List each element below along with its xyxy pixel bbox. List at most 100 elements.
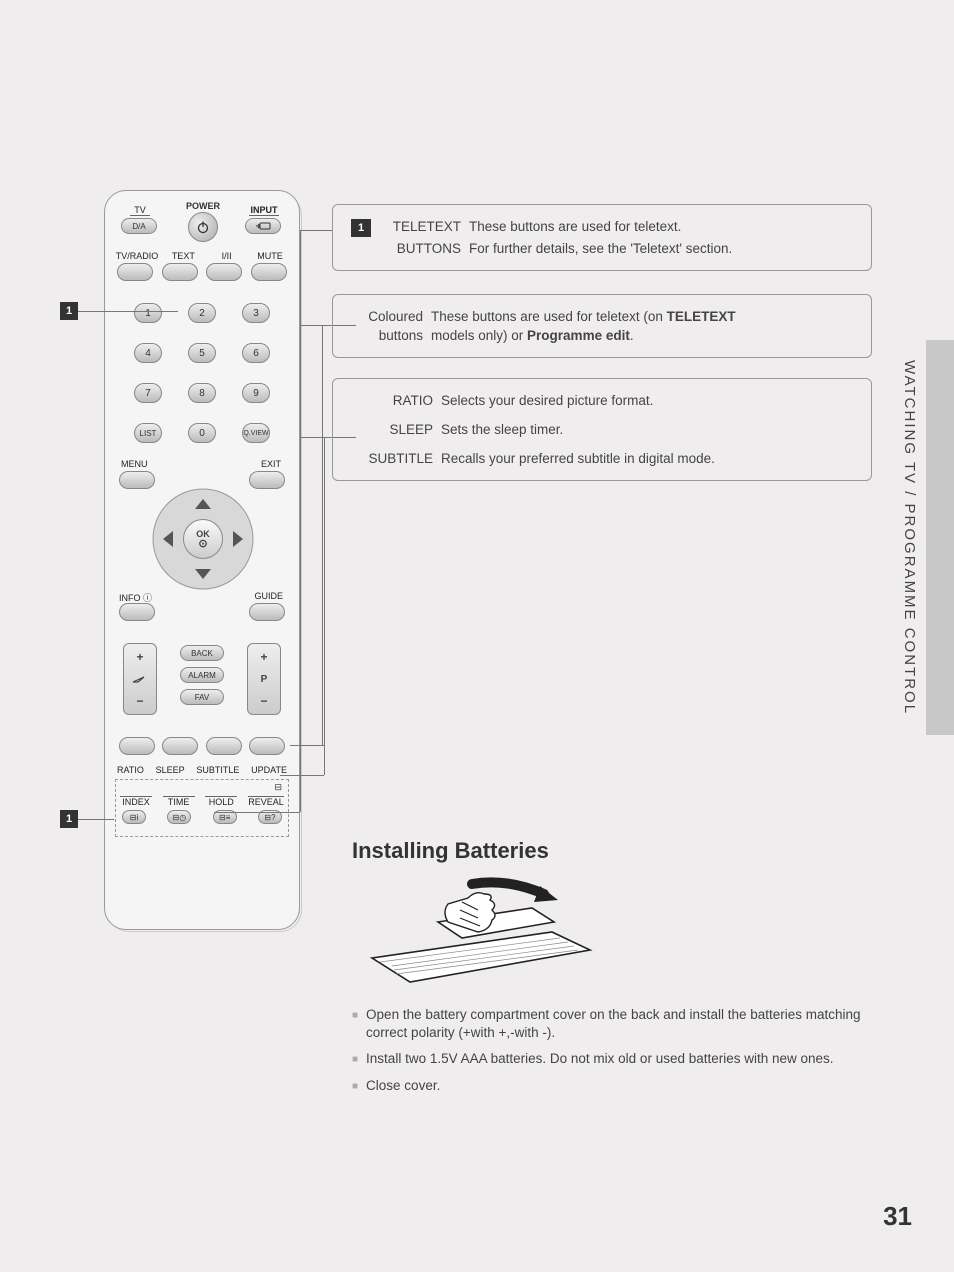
lead-bottom-text — [214, 812, 300, 813]
coloured-buttons-row — [119, 737, 285, 755]
sleep-dl: SLEEP — [351, 422, 433, 437]
function-buttons-row — [117, 263, 287, 281]
num-2: 2 — [188, 303, 216, 323]
teletext-buttons-box: ⊟ INDEX TIME HOLD REVEAL ⊟i ⊟◷ ⊟≡ ⊟? — [115, 779, 289, 837]
callout-1a: 1 — [60, 302, 78, 320]
side-tab — [926, 340, 954, 735]
lead-box1 — [300, 230, 332, 231]
vol-plus: + — [136, 650, 143, 664]
sleep-label: SLEEP — [156, 765, 185, 775]
iii-button — [206, 263, 242, 281]
lead-coloured — [290, 745, 324, 746]
lead-1b — [78, 819, 114, 820]
blue-button — [249, 737, 285, 755]
remote-body: TV D/A POWER INPUT TV/RADIO TEXT I/II MU… — [104, 190, 300, 930]
box2-text-line1: These buttons are used for teletext (on … — [431, 309, 855, 324]
numpad-row-4: LIST 0 Q.VIEW — [105, 423, 299, 443]
batt-step-3: Close cover. — [366, 1077, 440, 1095]
power-icon — [196, 220, 210, 234]
tv-da-group: TV D/A — [121, 205, 159, 234]
menu-label: MENU — [121, 459, 148, 469]
box1-badge: 1 — [351, 219, 371, 237]
box1-label-line1: TELETEXT — [389, 219, 461, 237]
box2-label-line1: Coloured — [351, 309, 423, 324]
text-label: TEXT — [164, 251, 202, 261]
batt-step-2: Install two 1.5V AAA batteries. Do not m… — [366, 1050, 834, 1068]
alarm-button: ALARM — [180, 667, 224, 683]
lead-1a — [78, 311, 178, 312]
reveal-label: REVEAL — [248, 796, 284, 807]
mute-button — [251, 263, 287, 281]
box1-label-line2: BUTTONS — [389, 241, 461, 256]
exit-label: EXIT — [261, 459, 281, 469]
ratio-dt: Selects your desired picture format. — [441, 393, 855, 408]
desc-box-ratio-sleep-subtitle: RATIO Selects your desired picture forma… — [332, 378, 872, 481]
num-4: 4 — [134, 343, 162, 363]
callout-1b: 1 — [60, 810, 78, 828]
num-9: 9 — [242, 383, 270, 403]
num-8: 8 — [188, 383, 216, 403]
iii-label: I/II — [208, 251, 246, 261]
ratio-dl: RATIO — [351, 393, 433, 408]
num-1: 1 — [134, 303, 162, 323]
back-button: BACK — [180, 645, 224, 661]
index-button: ⊟i — [122, 810, 146, 824]
center-buttons: BACK ALARM FAV — [177, 645, 227, 705]
num-0: 0 — [188, 423, 216, 443]
numpad-row-3: 7 8 9 — [105, 383, 299, 403]
ratio-label: RATIO — [117, 765, 144, 775]
qview-button: Q.VIEW — [242, 423, 270, 443]
p-minus: − — [260, 694, 267, 708]
sleep-dt: Sets the sleep timer. — [441, 422, 855, 437]
subtitle-label: SUBTITLE — [196, 765, 239, 775]
tvradio-button — [117, 263, 153, 281]
batt-step-1: Open the battery compartment cover on th… — [366, 1006, 872, 1042]
mute-label: MUTE — [251, 251, 289, 261]
box1-text2: For further details, see the 'Teletext' … — [469, 241, 855, 256]
box2-label-line2: buttons — [351, 328, 423, 343]
input-button — [245, 218, 281, 234]
da-button: D/A — [121, 218, 157, 234]
subtitle-dt: Recalls your preferred subtitle in digit… — [441, 451, 855, 466]
volume-icon — [132, 674, 148, 684]
tv-label: TV — [130, 205, 150, 216]
batteries-illustration — [352, 872, 612, 992]
p-label: P — [261, 674, 268, 685]
num-5: 5 — [188, 343, 216, 363]
batteries-title: Installing Batteries — [352, 838, 872, 864]
guide-label: GUIDE — [254, 591, 283, 601]
box2-text-line2: models only) or Programme edit. — [431, 328, 855, 343]
green-button — [162, 737, 198, 755]
leadv-main — [300, 230, 301, 812]
info-button — [119, 603, 155, 621]
numpad-row-1: 1 2 3 — [105, 303, 299, 323]
power-group: POWER — [182, 201, 224, 242]
hold-label: HOLD — [205, 796, 237, 807]
dpad: OK ⊙ — [145, 481, 261, 597]
batteries-steps: Open the battery compartment cover on th… — [352, 1006, 872, 1095]
text-button — [162, 263, 198, 281]
list-button: LIST — [134, 423, 162, 443]
tvradio-label: TV/RADIO — [115, 251, 159, 261]
row3-labels: RATIO SLEEP SUBTITLE UPDATE — [117, 765, 287, 775]
index-label: INDEX — [120, 796, 152, 807]
installing-batteries-section: Installing Batteries Open the battery co… — [352, 838, 872, 1103]
time-button: ⊟◷ — [167, 810, 191, 824]
volume-rocker: + − — [123, 643, 157, 715]
function-labels-row: TV/RADIO TEXT I/II MUTE — [115, 251, 289, 261]
guide-button — [249, 603, 285, 621]
subtitle-dl: SUBTITLE — [351, 451, 433, 466]
fav-button: FAV — [180, 689, 224, 705]
power-button — [188, 212, 218, 242]
red-button — [119, 737, 155, 755]
numpad-row-2: 4 5 6 — [105, 343, 299, 363]
update-label: UPDATE — [251, 765, 287, 775]
section-title-vertical: WATCHING TV / PROGRAMME CONTROL — [901, 360, 918, 715]
num-6: 6 — [242, 343, 270, 363]
remote-illustration: TV D/A POWER INPUT TV/RADIO TEXT I/II MU… — [104, 190, 300, 930]
row4-labels: INDEX TIME HOLD REVEAL — [120, 796, 284, 807]
programme-rocker: + P − — [247, 643, 281, 715]
ok-button: OK ⊙ — [183, 519, 223, 559]
desc-box-coloured: Coloured These buttons are used for tele… — [332, 294, 872, 358]
lead-ratio — [280, 775, 324, 776]
